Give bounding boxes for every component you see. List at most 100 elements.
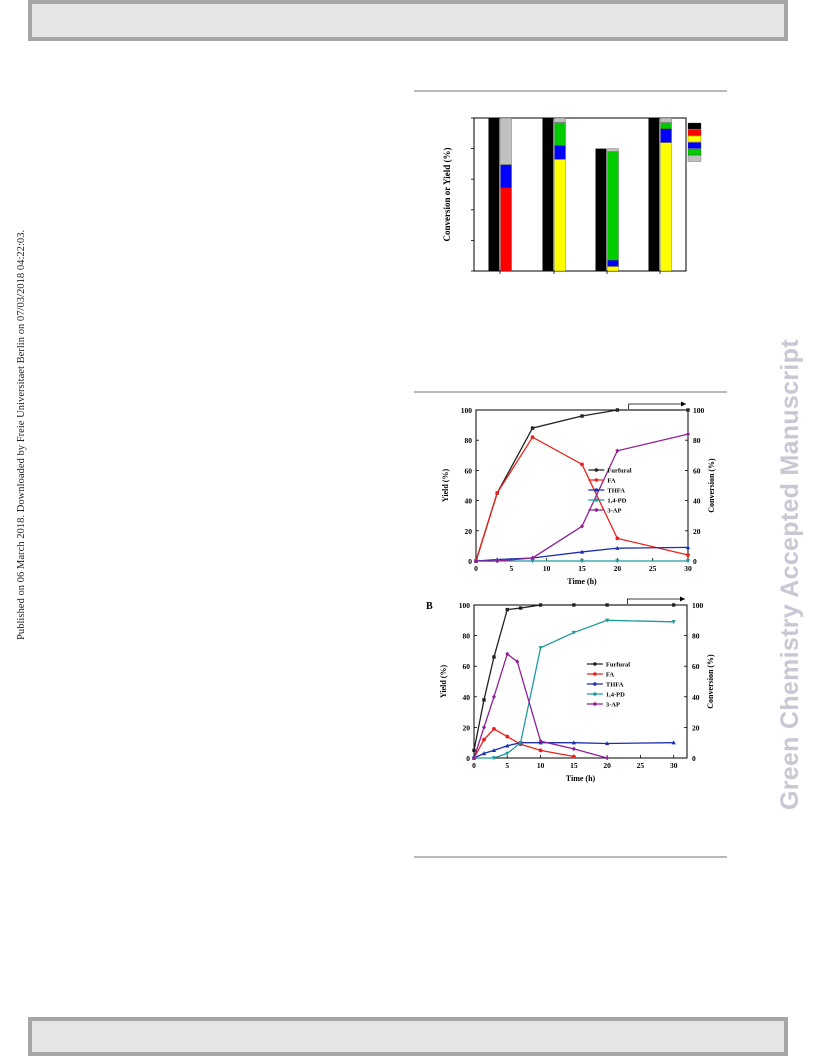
point-FA [495, 491, 500, 495]
point-Furfural [530, 426, 535, 430]
x-tick-label: 0 [474, 564, 478, 573]
bar-segment-blue [500, 164, 512, 188]
legend-swatch-gray [687, 155, 702, 162]
bar-segment-red [500, 187, 512, 272]
point-Furfural [686, 408, 690, 412]
x-tick-label: 30 [684, 564, 692, 573]
point-3-AP [530, 555, 535, 561]
x-tick-label: 30 [670, 761, 678, 770]
axis-arrow [628, 403, 686, 409]
plot-frame [475, 409, 689, 562]
bar-segment-yellow [660, 142, 672, 272]
x-tick-label: 15 [578, 564, 586, 573]
point-Furfural [472, 748, 476, 753]
point-THFA [481, 751, 487, 756]
axis-arrow-head [681, 401, 686, 407]
y-tick-label: 60 [463, 662, 471, 671]
point-Furfural [482, 698, 486, 702]
point-3-AP [580, 523, 584, 529]
point-THFA [505, 743, 510, 748]
x-tick-label: 25 [649, 564, 657, 573]
axis-arrow-head [680, 596, 685, 602]
point-Furfural [671, 603, 676, 607]
legend-swatch-yellow [687, 135, 702, 143]
legend-marker-THFA [594, 488, 599, 492]
bar-conversion [648, 118, 660, 271]
x-axis-label: Time (h) [567, 577, 597, 586]
y-tick-label: 80 [463, 632, 471, 641]
series-line-FA [475, 436, 689, 562]
point-3-AP [491, 694, 496, 700]
y-axis-label: Yield (%) [441, 469, 450, 503]
legend-marker-THFA [593, 682, 597, 686]
legend-label-FA: FA [607, 478, 615, 485]
panel-label: B [426, 601, 433, 612]
y-tick-label: 100 [459, 601, 471, 610]
point-THFA [571, 740, 576, 745]
y2-axis-label: Conversion (%) [707, 458, 716, 513]
point-THFA [671, 740, 676, 745]
bar-segment-blue [660, 128, 672, 143]
point-Furfural [505, 607, 509, 612]
x-tick-label: 25 [637, 761, 645, 770]
bar-segment-green [554, 122, 566, 146]
legend-label-THFA: THFA [607, 488, 625, 495]
point-FA [615, 536, 620, 541]
y-tick-label: 0 [468, 557, 472, 566]
y2-tick-label: 0 [693, 557, 697, 566]
legend-marker-FA [593, 672, 597, 676]
y-axis-label: Conversion or Yield (%) [442, 148, 452, 242]
point-FA [530, 435, 535, 440]
bar-segment-yellow [554, 159, 566, 272]
plot-frame [473, 117, 687, 272]
point-1,4-PD [615, 559, 620, 564]
legend-label-THFA: THFA [606, 682, 624, 689]
x-tick-label: 15 [570, 761, 578, 770]
legend-label-Furfural: Furfural [607, 468, 631, 475]
point-Furfural [538, 603, 543, 607]
rule-top [414, 90, 727, 92]
series-line-Furfural [473, 604, 674, 751]
legend-marker-Furfural [594, 468, 599, 472]
point-FA [492, 727, 496, 731]
x-tick-label: 5 [509, 564, 513, 573]
point-3-AP [481, 725, 486, 730]
legend-marker-1,4-PD [594, 498, 599, 502]
footer-bar [28, 1017, 788, 1056]
y-axis-label: Yield (%) [439, 665, 448, 699]
point-FA [538, 748, 543, 753]
x-axis-label: Time (h) [566, 774, 596, 783]
y2-tick-label: 0 [692, 754, 696, 763]
point-1,4-PD [671, 620, 676, 625]
publication-note: Published on 06 March 2018. Downloaded b… [16, 229, 27, 640]
point-FA [580, 462, 584, 467]
point-Furfural [572, 603, 576, 607]
y2-tick-label: 80 [692, 632, 700, 641]
y2-tick-label: 60 [693, 466, 701, 475]
point-Furfural [615, 408, 620, 412]
bar-conversion [595, 148, 607, 271]
point-Furfural [605, 603, 609, 607]
point-3-AP [538, 738, 543, 744]
series-line-FA [473, 728, 574, 759]
legend-marker-FA [594, 478, 599, 482]
point-FA [571, 754, 576, 759]
point-Furfural [580, 414, 584, 418]
point-1,4-PD [685, 559, 691, 564]
point-Furfural [492, 655, 496, 659]
x-tick-label: 5 [505, 761, 509, 770]
point-3-AP [686, 431, 690, 437]
point-1,4-PD [505, 751, 510, 756]
point-THFA [685, 545, 691, 550]
y2-tick-label: 80 [693, 436, 701, 445]
y-tick-label: 40 [463, 693, 471, 702]
x-tick-label: 10 [537, 761, 545, 770]
bar-segment-gray [500, 117, 512, 165]
bar-segment-blue [607, 260, 619, 267]
y2-tick-label: 20 [693, 527, 701, 536]
bar-segment-gray [607, 148, 619, 152]
rule-middle [414, 391, 727, 393]
y2-tick-label: 100 [692, 601, 704, 610]
